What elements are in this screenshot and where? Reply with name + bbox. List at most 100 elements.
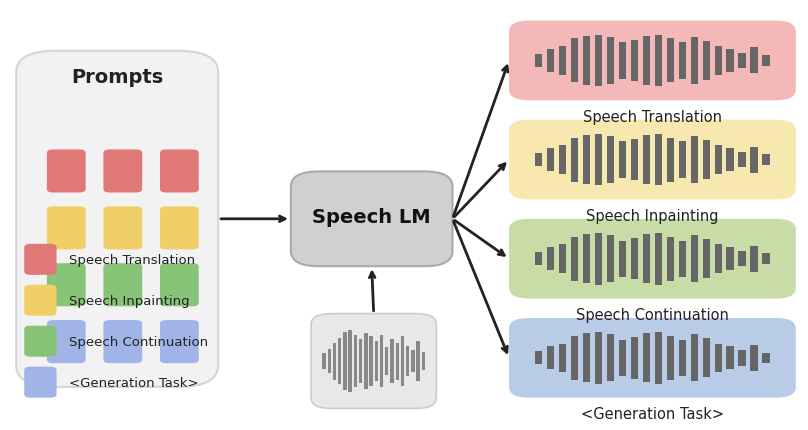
Bar	[390, 340, 393, 383]
FancyBboxPatch shape	[160, 320, 199, 363]
Bar	[406, 346, 410, 377]
Bar	[739, 350, 746, 366]
FancyBboxPatch shape	[311, 314, 436, 408]
Bar	[359, 340, 362, 383]
Bar	[691, 236, 698, 283]
Bar	[595, 332, 603, 384]
Bar	[667, 138, 674, 182]
Bar	[726, 247, 734, 271]
Bar	[364, 334, 368, 389]
Bar	[570, 336, 579, 380]
Bar	[583, 135, 591, 185]
Bar	[654, 35, 663, 87]
Text: Speech Continuation: Speech Continuation	[69, 335, 208, 348]
FancyBboxPatch shape	[47, 150, 86, 193]
Bar	[631, 139, 638, 181]
Bar	[422, 352, 425, 370]
Bar	[559, 344, 566, 372]
FancyBboxPatch shape	[24, 367, 57, 398]
Bar	[642, 333, 650, 383]
Bar	[369, 337, 372, 386]
Bar	[679, 142, 686, 178]
FancyBboxPatch shape	[160, 207, 199, 250]
FancyBboxPatch shape	[47, 320, 86, 363]
FancyBboxPatch shape	[47, 207, 86, 250]
Bar	[667, 39, 674, 83]
FancyBboxPatch shape	[103, 320, 142, 363]
Bar	[535, 351, 542, 365]
Bar	[375, 341, 378, 381]
Bar	[631, 40, 638, 82]
Bar	[691, 335, 698, 381]
FancyBboxPatch shape	[24, 244, 57, 275]
Bar	[401, 337, 404, 386]
Bar	[751, 147, 758, 173]
FancyBboxPatch shape	[103, 207, 142, 250]
Bar	[654, 233, 663, 285]
Text: Prompts: Prompts	[71, 68, 163, 87]
FancyBboxPatch shape	[160, 264, 199, 307]
Bar	[338, 338, 341, 384]
Bar	[702, 42, 710, 81]
Text: <Generation Task>: <Generation Task>	[581, 406, 724, 421]
FancyBboxPatch shape	[47, 264, 86, 307]
Bar	[535, 55, 542, 68]
Bar	[619, 340, 626, 376]
FancyBboxPatch shape	[24, 285, 57, 316]
Text: <Generation Task>: <Generation Task>	[69, 376, 198, 389]
Bar	[607, 38, 614, 85]
Bar	[559, 146, 566, 175]
Bar	[702, 141, 710, 180]
Bar	[411, 350, 415, 372]
Bar	[385, 347, 389, 375]
Bar	[380, 335, 383, 387]
Bar	[702, 240, 710, 279]
Bar	[570, 138, 579, 182]
Bar	[739, 152, 746, 168]
Bar	[595, 134, 603, 186]
FancyBboxPatch shape	[160, 150, 199, 193]
Bar	[751, 48, 758, 74]
Bar	[595, 35, 603, 87]
Bar	[714, 146, 722, 175]
FancyBboxPatch shape	[509, 22, 796, 101]
Bar	[631, 337, 638, 379]
Bar	[547, 49, 554, 73]
Bar	[607, 335, 614, 381]
Text: Speech Inpainting: Speech Inpainting	[587, 209, 718, 224]
Text: Speech Translation: Speech Translation	[69, 253, 195, 266]
Bar	[654, 134, 663, 186]
Bar	[583, 37, 591, 86]
Bar	[763, 254, 770, 264]
Bar	[535, 154, 542, 167]
Bar	[739, 53, 746, 69]
Text: Speech Continuation: Speech Continuation	[576, 307, 729, 322]
Bar	[679, 43, 686, 80]
Bar	[547, 148, 554, 172]
Bar	[642, 37, 650, 86]
Bar	[691, 38, 698, 85]
Bar	[739, 251, 746, 267]
Bar	[547, 247, 554, 271]
Bar	[619, 43, 626, 80]
Bar	[763, 353, 770, 363]
Bar	[595, 233, 603, 285]
Bar	[726, 49, 734, 73]
Bar	[751, 246, 758, 272]
Bar	[559, 245, 566, 273]
Text: Speech Inpainting: Speech Inpainting	[69, 294, 189, 307]
Bar	[726, 346, 734, 370]
Bar	[322, 353, 326, 369]
Bar	[396, 343, 399, 380]
Text: Speech Translation: Speech Translation	[583, 110, 722, 125]
Bar	[607, 236, 614, 283]
Bar	[559, 47, 566, 76]
Bar	[570, 237, 579, 281]
Bar	[642, 135, 650, 185]
Bar	[547, 346, 554, 370]
FancyBboxPatch shape	[103, 150, 142, 193]
Bar	[631, 238, 638, 280]
FancyBboxPatch shape	[103, 264, 142, 307]
Bar	[714, 245, 722, 273]
Bar	[583, 333, 591, 383]
